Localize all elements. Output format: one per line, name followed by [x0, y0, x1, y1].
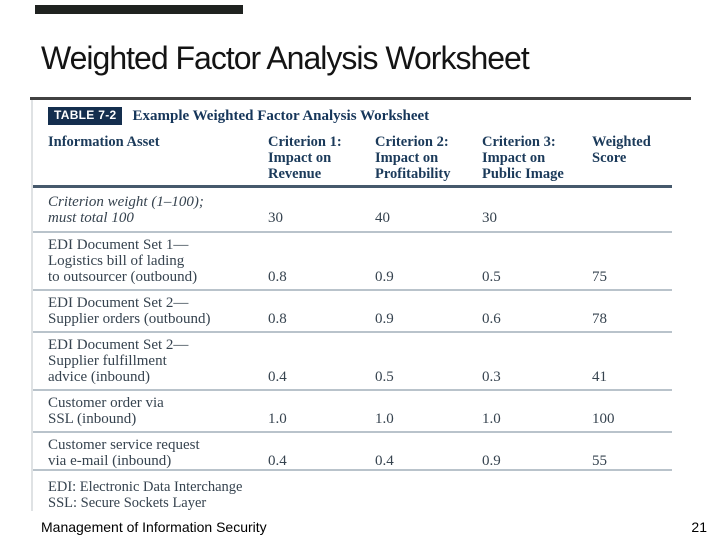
value-cell: 0.5 — [482, 269, 501, 285]
column-header: Criterion 1: Impact on Revenue — [268, 134, 342, 182]
asset-cell: EDI Document Set 1— Logistics bill of lad… — [48, 237, 198, 285]
column-header: Criterion 2: Impact on Profitability — [375, 134, 451, 182]
table-notes: EDI: Electronic Data Interchange SSL: Sec… — [33, 471, 672, 511]
worksheet-table: TABLE 7-2 Example Weighted Factor Analys… — [31, 100, 672, 511]
asset-cell: Customer service request via e-mail (inbo… — [48, 437, 200, 469]
note-line: SSL: Secure Sockets Layer — [48, 495, 207, 511]
footer-course-title: Management of Information Security — [41, 519, 267, 535]
title-underline — [30, 97, 691, 100]
page-number: 21 — [691, 519, 707, 535]
value-cell: 1.0 — [375, 411, 394, 427]
table-header-row: Information Asset Criterion 1: Impact on Re… — [33, 134, 672, 182]
table-body: Criterion weight (1–100); must total 100 3… — [33, 188, 672, 471]
value-cell: 0.6 — [482, 311, 501, 327]
value-cell — [592, 194, 672, 226]
table-caption: Example Weighted Factor Analysis Workshe… — [132, 107, 430, 124]
top-accent-bar — [35, 5, 243, 14]
value-cell: 30 — [268, 210, 283, 226]
value-cell: 0.5 — [375, 369, 394, 385]
header-rule — [33, 185, 672, 188]
value-cell: 30 — [482, 210, 497, 226]
table-row: Criterion weight (1–100); must total 100 3… — [33, 188, 672, 233]
asset-cell: Criterion weight (1–100); must total 100 — [48, 194, 204, 226]
value-cell: 0.9 — [375, 311, 394, 327]
value-cell: 0.8 — [268, 311, 287, 327]
asset-cell: EDI Document Set 2— Supplier orders (outb… — [48, 295, 211, 327]
value-cell: 41 — [592, 369, 607, 385]
value-cell: 55 — [592, 453, 607, 469]
value-cell: 0.9 — [482, 453, 501, 469]
table-caption-row: TABLE 7-2 Example Weighted Factor Analys… — [48, 107, 672, 125]
table-badge: TABLE 7-2 — [48, 107, 123, 125]
value-cell: 40 — [375, 210, 390, 226]
value-cell: 0.4 — [375, 453, 394, 469]
value-cell: 0.4 — [268, 453, 287, 469]
value-cell: 0.4 — [268, 369, 287, 385]
value-cell: 0.9 — [375, 269, 394, 285]
table-row: Customer order via SSL (inbound) 1.0 1.0 1.0… — [33, 391, 672, 433]
value-cell: 100 — [592, 411, 615, 427]
column-header: Criterion 3: Impact on Public Image — [482, 134, 564, 182]
table-row: Customer service request via e-mail (inbo… — [33, 433, 672, 471]
table-row: EDI Document Set 2— Supplier fulfillment a… — [33, 333, 672, 391]
value-cell: 78 — [592, 311, 607, 327]
asset-cell: EDI Document Set 2— Supplier fulfillment a… — [48, 337, 189, 385]
table-row: EDI Document Set 1— Logistics bill of lad… — [33, 233, 672, 291]
slide-title: Weighted Factor Analysis Worksheet — [41, 40, 530, 76]
value-cell: 1.0 — [482, 411, 501, 427]
asset-cell: Customer order via SSL (inbound) — [48, 395, 164, 427]
table-row: EDI Document Set 2— Supplier orders (outb… — [33, 291, 672, 333]
column-header: Information Asset — [48, 134, 160, 150]
value-cell: 75 — [592, 269, 607, 285]
value-cell: 0.8 — [268, 269, 287, 285]
column-header: Weighted Score — [592, 134, 651, 166]
value-cell: 0.3 — [482, 369, 501, 385]
value-cell: 1.0 — [268, 411, 287, 427]
note-line: EDI: Electronic Data Interchange — [48, 479, 243, 495]
